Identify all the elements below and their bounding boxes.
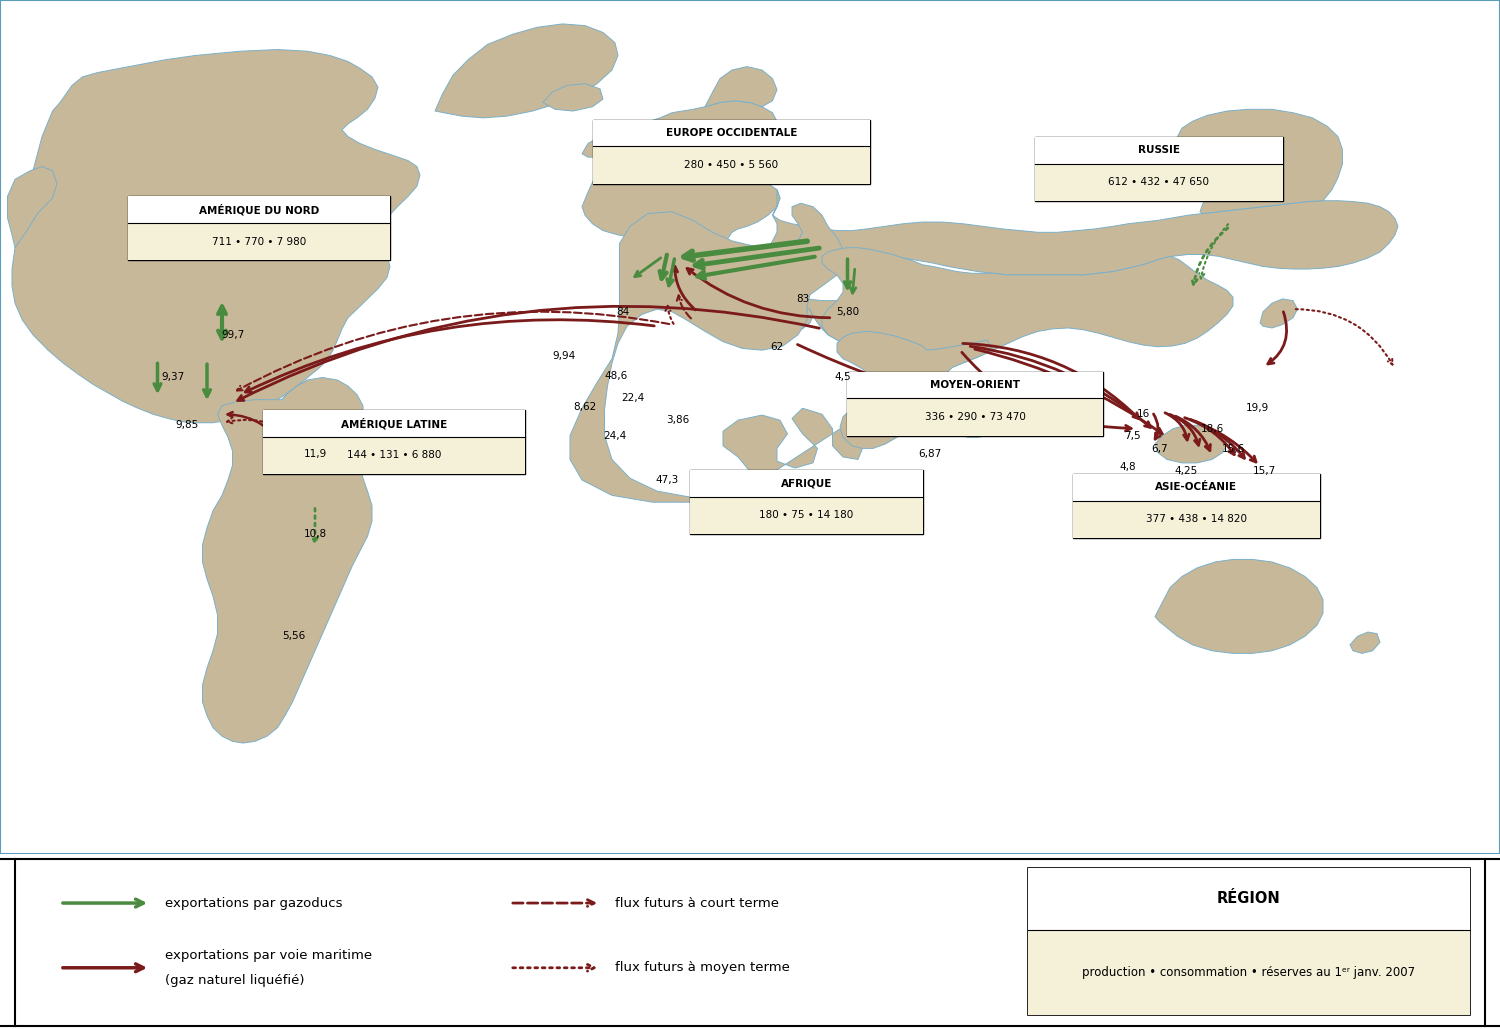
- Text: flux futurs à court terme: flux futurs à court terme: [615, 896, 778, 910]
- Text: 83: 83: [796, 294, 808, 304]
- Text: production • consommation • réserves au 1ᵉʳ janv. 2007: production • consommation • réserves au …: [1082, 966, 1416, 979]
- Polygon shape: [282, 380, 318, 409]
- Text: 6,87: 6,87: [918, 450, 942, 459]
- Text: EUROPE OCCIDENTALE: EUROPE OCCIDENTALE: [666, 128, 796, 138]
- Bar: [690, 469, 922, 497]
- Polygon shape: [1350, 632, 1380, 653]
- Text: exportations par voie maritime: exportations par voie maritime: [165, 949, 372, 962]
- Text: flux futurs à moyen terme: flux futurs à moyen terme: [615, 961, 791, 974]
- Polygon shape: [570, 204, 862, 502]
- Text: 9,94: 9,94: [552, 351, 576, 361]
- Text: 3,86: 3,86: [666, 416, 690, 425]
- Bar: [592, 146, 870, 183]
- Text: 336 • 290 • 73 470: 336 • 290 • 73 470: [924, 412, 1026, 422]
- Text: RÉGION: RÉGION: [1216, 891, 1281, 907]
- Text: 6,7: 6,7: [1150, 445, 1168, 454]
- Polygon shape: [765, 189, 1398, 334]
- Bar: [1028, 930, 1470, 1015]
- Bar: [262, 437, 525, 474]
- Text: 7,5: 7,5: [1124, 430, 1142, 440]
- Text: 5,56: 5,56: [282, 631, 306, 641]
- Bar: [262, 410, 525, 437]
- Polygon shape: [1260, 299, 1298, 328]
- Polygon shape: [792, 284, 1008, 352]
- Polygon shape: [202, 378, 372, 743]
- Bar: [128, 223, 390, 260]
- Text: 62: 62: [771, 342, 783, 352]
- Polygon shape: [1155, 560, 1323, 653]
- Text: 4,5: 4,5: [834, 372, 852, 383]
- Polygon shape: [837, 331, 993, 449]
- Bar: [847, 371, 1102, 398]
- Text: 15,7: 15,7: [1252, 465, 1276, 475]
- Text: AMÉRIQUE DU NORD: AMÉRIQUE DU NORD: [198, 204, 320, 216]
- Bar: [1035, 164, 1282, 201]
- Text: 144 • 131 • 6 880: 144 • 131 • 6 880: [346, 451, 441, 460]
- Text: MOYEN-ORIENT: MOYEN-ORIENT: [930, 380, 1020, 390]
- Text: exportations par gazoducs: exportations par gazoducs: [165, 896, 342, 910]
- Text: RUSSIE: RUSSIE: [1137, 145, 1179, 155]
- Text: 99,7: 99,7: [220, 330, 245, 340]
- Text: 9,85: 9,85: [176, 420, 200, 430]
- Text: 16: 16: [1137, 410, 1149, 419]
- Polygon shape: [435, 24, 618, 118]
- Text: 4,8: 4,8: [1119, 462, 1137, 472]
- Text: AMÉRIQUE LATINE: AMÉRIQUE LATINE: [340, 418, 447, 429]
- Bar: [1072, 474, 1320, 501]
- Text: 280 • 450 • 5 560: 280 • 450 • 5 560: [684, 161, 778, 170]
- Text: 4,25: 4,25: [1174, 465, 1198, 475]
- Bar: [128, 197, 390, 223]
- Bar: [1028, 868, 1470, 1015]
- Bar: [1035, 137, 1282, 164]
- Text: 9,37: 9,37: [160, 372, 184, 383]
- Bar: [592, 119, 870, 146]
- Text: 19,9: 19,9: [1245, 403, 1269, 414]
- Text: 711 • 770 • 7 980: 711 • 770 • 7 980: [211, 237, 306, 247]
- Text: 180 • 75 • 14 180: 180 • 75 • 14 180: [759, 510, 853, 521]
- Bar: [690, 497, 922, 534]
- Text: 48,6: 48,6: [604, 370, 628, 381]
- Bar: [847, 371, 1102, 435]
- Bar: [1072, 501, 1320, 538]
- Bar: [1028, 868, 1470, 930]
- Polygon shape: [1155, 425, 1227, 463]
- Polygon shape: [705, 67, 777, 107]
- Text: 22,4: 22,4: [621, 393, 645, 403]
- Text: 377 • 438 • 14 820: 377 • 438 • 14 820: [1146, 514, 1246, 525]
- Polygon shape: [582, 101, 780, 246]
- Bar: [690, 469, 922, 534]
- Text: 24,4: 24,4: [603, 430, 627, 440]
- Text: (gaz naturel liquéfié): (gaz naturel liquéfié): [165, 973, 304, 987]
- Text: 84: 84: [616, 307, 628, 317]
- Polygon shape: [543, 83, 603, 111]
- Bar: [262, 410, 525, 474]
- Text: ASIE-OCÉANIE: ASIE-OCÉANIE: [1155, 483, 1238, 493]
- Text: 612 • 432 • 47 650: 612 • 432 • 47 650: [1108, 177, 1209, 187]
- Bar: [1072, 474, 1320, 538]
- Text: 5,80: 5,80: [836, 307, 860, 317]
- Text: 11,9: 11,9: [303, 450, 327, 459]
- Text: 47,3: 47,3: [656, 475, 680, 485]
- Bar: [847, 398, 1102, 435]
- Text: 18,6: 18,6: [1200, 424, 1224, 434]
- Bar: [128, 197, 390, 260]
- Text: AFRIQUE: AFRIQUE: [780, 478, 832, 488]
- Text: 10,8: 10,8: [303, 529, 327, 539]
- Polygon shape: [12, 49, 420, 423]
- Polygon shape: [822, 248, 1233, 437]
- Polygon shape: [582, 137, 618, 157]
- Polygon shape: [8, 167, 57, 248]
- Bar: [592, 119, 870, 183]
- Text: 15,6: 15,6: [1221, 445, 1245, 454]
- Polygon shape: [1178, 109, 1342, 214]
- Text: 8,62: 8,62: [573, 401, 597, 412]
- Bar: [1035, 137, 1282, 201]
